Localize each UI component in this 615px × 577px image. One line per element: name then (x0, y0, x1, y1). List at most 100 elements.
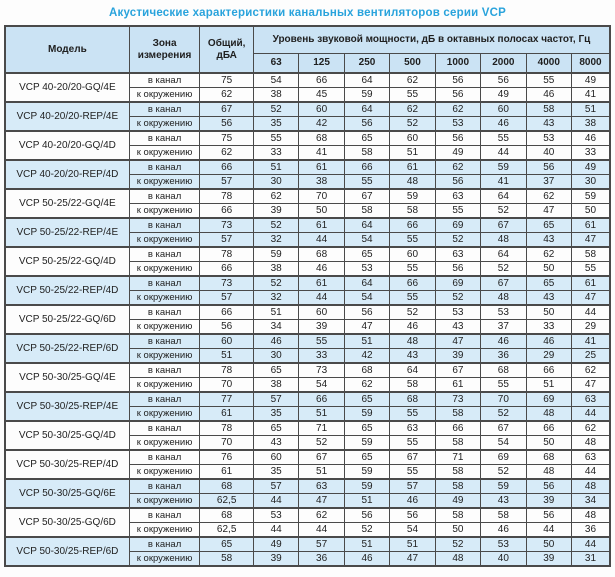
spl-value-cell: 62 (252, 188, 300, 204)
total-dba-cell: 56 (199, 116, 254, 132)
spl-value-cell: 62 (570, 362, 611, 378)
spl-value-cell: 51 (252, 304, 300, 320)
spl-value-cell: 66 (343, 159, 391, 175)
model-cell: VCP 50-25/22-GQ/6D (4, 304, 130, 335)
spl-value-cell: 52 (252, 101, 300, 117)
model-cell: VCP 50-25/22-GQ/4E (4, 188, 130, 219)
spl-value-cell: 43 (525, 290, 572, 306)
spl-value-cell: 49 (252, 536, 300, 552)
spl-value-cell: 57 (252, 478, 300, 494)
spl-value-cell: 62 (343, 377, 391, 393)
spl-value-cell: 46 (252, 333, 300, 349)
table-row: VCP 40-20/20-GQ/4E в канал 75 54 66 64 62 56 56 5… (4, 72, 611, 103)
total-dba-cell: 62,5 (199, 493, 254, 509)
spl-value-cell: 73 (298, 362, 345, 378)
spl-value-cell: 65 (343, 449, 391, 465)
zone-cell: в канал (128, 362, 201, 378)
table-row: к окружению 57 32 44 54 55 52 48 43 47 (5, 232, 611, 248)
spl-value-cell: 48 (570, 478, 611, 494)
model-cell: VCP 50-25/22-REP/4E (4, 217, 130, 248)
column-header-freq-4000: 4000 (525, 52, 572, 74)
spl-value-cell: 43 (389, 348, 436, 364)
zone-cell: к окружению (128, 348, 201, 364)
spl-value-cell: 61 (434, 377, 482, 393)
spl-value-cell: 55 (389, 232, 436, 248)
zone-cell: в канал (128, 391, 201, 407)
zone-cell: к окружению (128, 116, 201, 132)
spl-value-cell: 38 (252, 261, 300, 277)
total-dba-cell: 66 (199, 159, 254, 175)
table-row: к окружению 62,5 44 47 51 46 49 43 39 34 (5, 493, 611, 509)
spl-value-cell: 59 (480, 478, 527, 494)
total-dba-cell: 70 (199, 435, 254, 451)
spl-value-cell: 67 (389, 449, 436, 465)
zone-cell: в канал (128, 420, 201, 436)
spl-value-cell: 39 (298, 319, 345, 335)
zone-cell: в канал (128, 101, 201, 117)
spl-value-cell: 41 (298, 145, 345, 161)
zone-cell: в канал (128, 333, 201, 349)
spl-value-cell: 64 (480, 188, 527, 204)
spl-value-cell: 51 (298, 406, 345, 422)
zone-cell: в канал (128, 449, 201, 465)
spl-value-cell: 65 (252, 420, 300, 436)
spl-value-cell: 56 (434, 261, 482, 277)
zone-cell: в канал (128, 188, 201, 204)
spl-value-cell: 51 (525, 377, 572, 393)
spl-value-cell: 46 (525, 87, 572, 103)
zone-cell: к окружению (128, 522, 201, 538)
total-dba-cell: 57 (199, 290, 254, 306)
total-dba-cell: 78 (199, 246, 254, 262)
spl-value-cell: 53 (480, 536, 527, 552)
spl-value-cell: 61 (389, 159, 436, 175)
spl-value-cell: 58 (480, 507, 527, 523)
spl-value-cell: 55 (389, 261, 436, 277)
spl-value-cell: 61 (298, 217, 345, 233)
spl-value-cell: 41 (570, 333, 611, 349)
spl-value-cell: 48 (570, 435, 611, 451)
spl-value-cell: 65 (343, 130, 391, 146)
spl-value-cell: 44 (570, 406, 611, 422)
spl-value-cell: 49 (480, 87, 527, 103)
spl-value-cell: 65 (252, 362, 300, 378)
spl-value-cell: 69 (434, 217, 482, 233)
total-dba-cell: 61 (199, 406, 254, 422)
spl-value-cell: 55 (525, 72, 572, 88)
spl-value-cell: 62 (525, 188, 572, 204)
spl-value-cell: 55 (252, 130, 300, 146)
zone-cell: в канал (128, 507, 201, 523)
zone-cell: в канал (128, 304, 201, 320)
zone-cell: в канал (128, 246, 201, 262)
model-cell: VCP 40-20/20-GQ/4D (4, 130, 130, 161)
spl-value-cell: 66 (298, 391, 345, 407)
spl-value-cell: 35 (252, 464, 300, 480)
spl-value-cell: 67 (480, 420, 527, 436)
spl-value-cell: 57 (298, 536, 345, 552)
zone-cell: к окружению (128, 435, 201, 451)
spl-value-cell: 64 (343, 217, 391, 233)
spl-value-cell: 52 (434, 232, 482, 248)
spl-value-cell: 44 (298, 522, 345, 538)
spl-value-cell: 53 (343, 261, 391, 277)
table-row: к окружению 56 35 42 56 52 53 46 43 38 (5, 116, 611, 132)
zone-cell: к окружению (128, 232, 201, 248)
spl-value-cell: 41 (570, 87, 611, 103)
spl-value-cell: 41 (480, 174, 527, 190)
model-cell: VCP 50-30/25-REP/4E (4, 391, 130, 422)
spl-value-cell: 42 (343, 348, 391, 364)
zone-cell: к окружению (128, 377, 201, 393)
spl-value-cell: 67 (480, 217, 527, 233)
spl-value-cell: 34 (252, 319, 300, 335)
spl-value-cell: 44 (252, 493, 300, 509)
spl-value-cell: 64 (343, 275, 391, 291)
spl-value-cell: 73 (434, 391, 482, 407)
spl-value-cell: 50 (525, 536, 572, 552)
spl-value-cell: 43 (525, 116, 572, 132)
spl-value-cell: 62 (389, 101, 436, 117)
spl-value-cell: 58 (434, 464, 482, 480)
spl-value-cell: 55 (570, 261, 611, 277)
spl-value-cell: 56 (525, 478, 572, 494)
spl-value-cell: 29 (570, 319, 611, 335)
spl-value-cell: 56 (343, 507, 391, 523)
total-dba-cell: 62,5 (199, 522, 254, 538)
